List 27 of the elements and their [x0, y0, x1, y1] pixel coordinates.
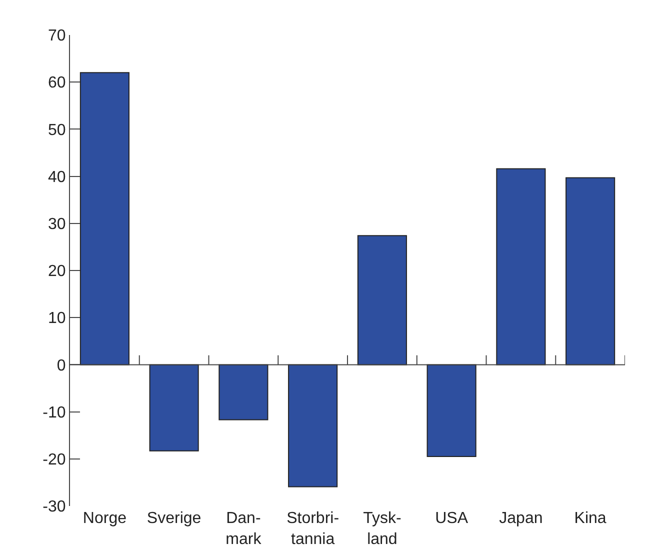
y-tick-label: 60 — [48, 74, 66, 92]
y-tick-label: 50 — [48, 122, 66, 139]
y-tick-label: -20 — [42, 452, 66, 468]
x-tick-label: Norge — [82, 510, 127, 527]
y-tick-label: 40 — [48, 168, 66, 186]
x-tick-label: Dan- mark — [226, 510, 262, 548]
x-tick-label: Storbri- tannia — [286, 510, 340, 548]
x-tick-label: Japan — [499, 510, 543, 527]
bar — [288, 364, 338, 488]
bar — [496, 168, 546, 366]
x-tick-label: USA — [435, 510, 468, 527]
y-tick-label: -10 — [42, 404, 66, 422]
bar — [149, 364, 199, 452]
y-tick-label: 20 — [48, 263, 66, 280]
y-tick-label: 70 — [48, 28, 66, 45]
x-tick-label: Tysk- land — [363, 510, 402, 548]
bar — [566, 177, 616, 366]
bar — [218, 364, 268, 420]
bar — [426, 364, 476, 458]
bar — [357, 235, 407, 366]
x-tick-label: Sverige — [146, 510, 202, 527]
y-tick-label: 0 — [56, 357, 66, 374]
y-tick-label: -30 — [42, 498, 66, 516]
bar — [80, 72, 130, 366]
y-tick-label: 10 — [48, 310, 66, 328]
y-tick-label: 30 — [48, 216, 66, 233]
x-tick-label: Kina — [574, 510, 606, 527]
